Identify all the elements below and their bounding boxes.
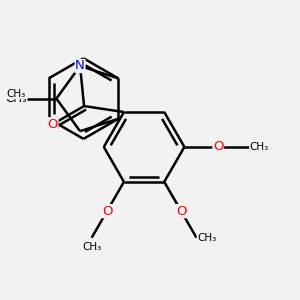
Text: O: O [176,205,186,218]
Text: O: O [102,205,112,218]
Text: O: O [213,140,224,154]
Text: CH₃: CH₃ [197,233,217,243]
Text: CH₃: CH₃ [82,242,101,252]
Text: CH₃: CH₃ [7,88,26,99]
Text: CH₃: CH₃ [5,92,27,105]
Text: N: N [75,59,85,73]
Text: O: O [47,118,58,131]
Text: CH₃: CH₃ [250,142,269,152]
